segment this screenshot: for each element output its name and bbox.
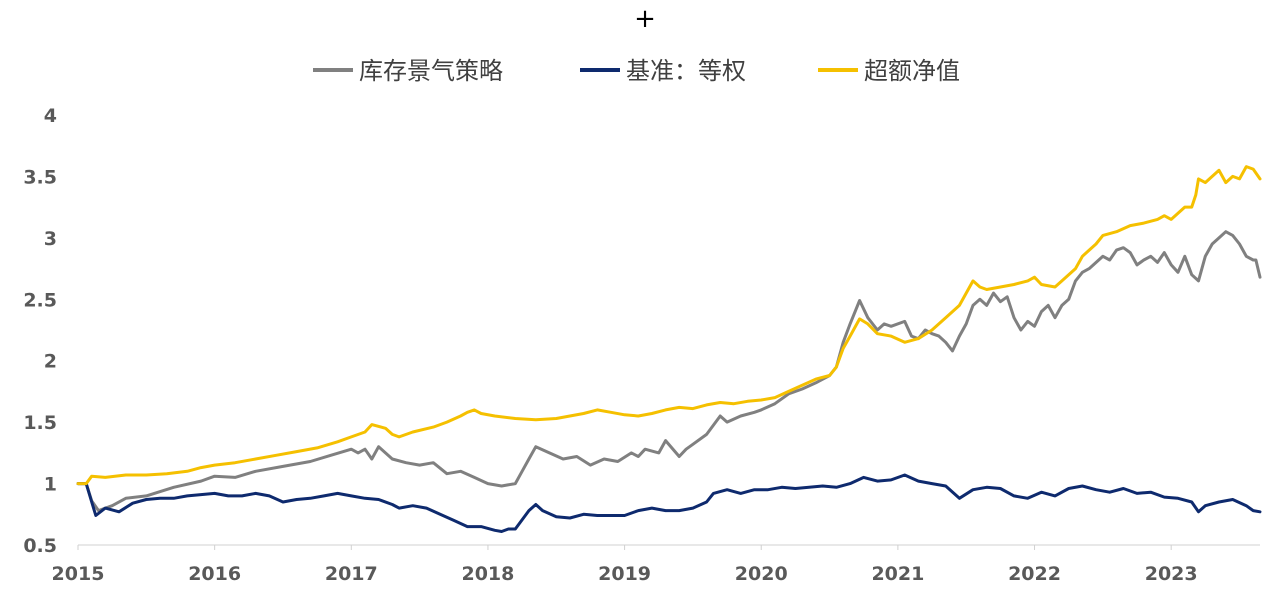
x-tick-label: 2017	[325, 563, 378, 585]
y-tick-label: 1.5	[23, 412, 57, 434]
y-tick-label: 2.5	[23, 289, 57, 311]
x-tick-label: 2021	[871, 563, 924, 585]
x-axis: 2015 2016 2017 2018 2019 2020 2021 2022 2023	[52, 544, 1260, 585]
legend-label: 基准：等权	[626, 57, 746, 85]
legend-label: 超额净值	[864, 57, 960, 85]
x-tick-label: 2022	[1008, 563, 1061, 585]
plot-area	[76, 165, 1262, 533]
legend-label: 库存景气策略	[359, 57, 503, 85]
x-tick-label: 2018	[461, 563, 514, 585]
y-tick-label: 3	[44, 228, 57, 250]
y-axis: 0.5 1 1.5 2 2.5 3 3.5 4	[23, 105, 57, 557]
plus-marker: +	[634, 4, 656, 34]
x-tick-label: 2015	[52, 563, 105, 585]
x-tick-label: 2023	[1145, 563, 1198, 585]
x-tick-label: 2019	[598, 563, 651, 585]
y-tick-label: 3.5	[23, 166, 57, 188]
y-tick-label: 4	[44, 105, 57, 127]
y-tick-label: 1	[44, 474, 57, 496]
y-tick-label: 2	[44, 351, 57, 373]
y-tick-label: 0.5	[23, 535, 57, 557]
series-line-0	[76, 230, 1262, 513]
x-tick-label: 2020	[735, 563, 788, 585]
legend: 库存景气策略 基准：等权 超额净值	[313, 57, 960, 85]
series-line-1	[76, 473, 1262, 533]
series-line-2	[76, 165, 1262, 486]
x-tick-label: 2016	[188, 563, 241, 585]
